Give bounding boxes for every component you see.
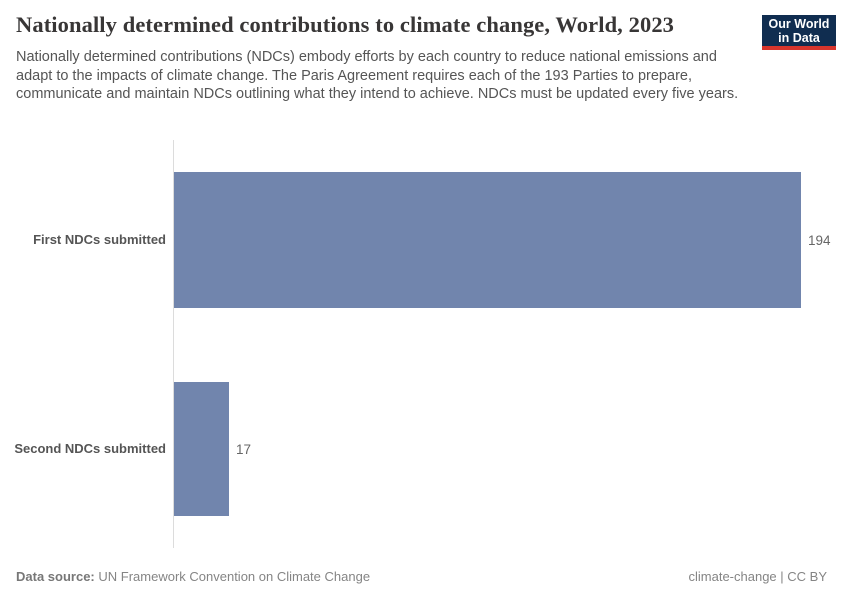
data-source-value: UN Framework Convention on Climate Chang… xyxy=(98,569,371,584)
value-label: 17 xyxy=(236,441,252,457)
bar[interactable] xyxy=(174,172,801,308)
y-axis-line xyxy=(173,140,174,548)
owid-logo-line2: in Data xyxy=(778,31,820,45)
data-source: Data source: UN Framework Convention on … xyxy=(16,569,370,584)
chart-subtitle: Nationally determined contributions (NDC… xyxy=(16,49,739,102)
category-label: Second NDCs submitted xyxy=(14,440,166,456)
license-text[interactable]: climate-change | CC BY xyxy=(688,569,828,584)
owid-logo[interactable]: Our World in Data xyxy=(762,15,836,50)
bar-row-first-ndcs: First NDCs submitted 194 xyxy=(0,172,850,308)
bar[interactable] xyxy=(174,382,229,516)
value-label: 194 xyxy=(808,232,831,248)
chart-footer: Data source: UN Framework Convention on … xyxy=(16,569,827,584)
category-label: First NDCs submitted xyxy=(33,231,166,247)
owid-logo-line1: Our World xyxy=(768,17,830,31)
chart-title: Nationally determined contributions to c… xyxy=(16,12,675,37)
data-source-label: Data source: xyxy=(16,569,95,584)
bar-row-second-ndcs: Second NDCs submitted 17 xyxy=(0,382,850,516)
